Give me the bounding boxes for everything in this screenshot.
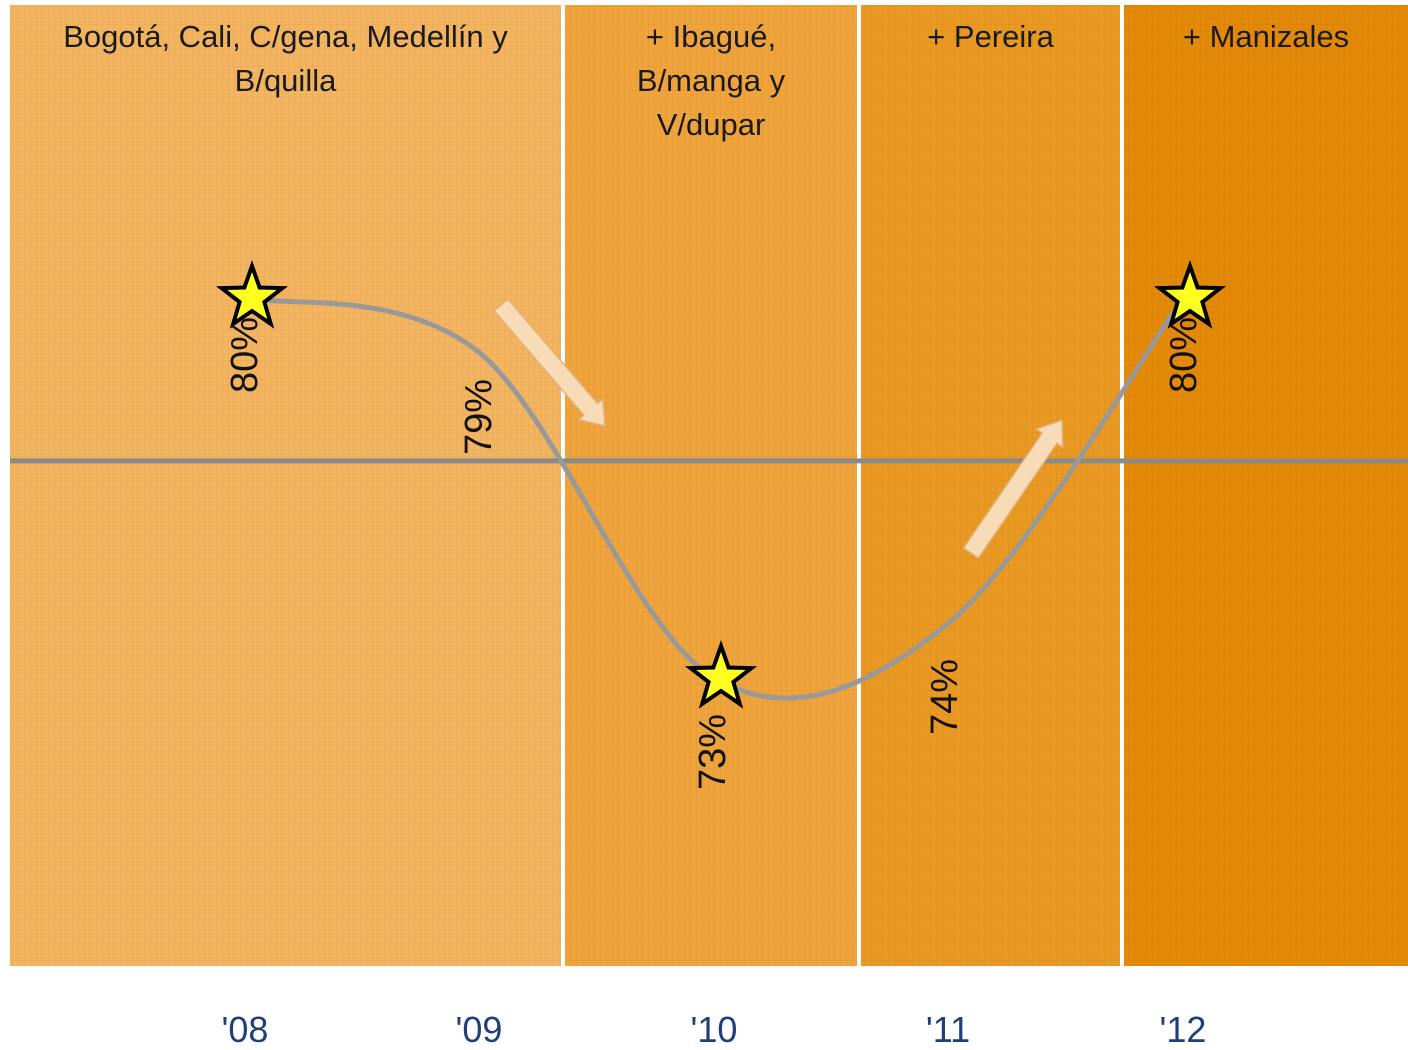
region-label: + Pereira xyxy=(927,19,1054,54)
x-tick-label: '11 xyxy=(926,1009,970,1050)
region-texture xyxy=(861,5,1120,966)
arrows-layer xyxy=(493,298,1064,560)
region-label: + Ibagué, xyxy=(646,19,776,54)
x-tick-label: '08 xyxy=(222,1009,269,1050)
x-axis: '08 '09 '10 '11 '12 xyxy=(222,1009,1207,1050)
star-marker xyxy=(684,639,758,709)
trend-arrow-down xyxy=(493,298,606,427)
region-texture xyxy=(1124,5,1408,966)
trend-arrow-up xyxy=(962,418,1064,560)
regions-layer: Bogotá, Cali, C/gena, Medellín y B/quilla… xyxy=(10,5,1408,966)
star-marker xyxy=(215,259,289,329)
data-label: 73% xyxy=(692,714,734,790)
data-label: 80% xyxy=(1163,317,1205,393)
star-marker xyxy=(1153,259,1227,329)
labels-layer: 80% 79% 73% 74% 80% xyxy=(224,317,1205,790)
x-tick-label: '12 xyxy=(1160,1009,1207,1050)
region-label: V/dupar xyxy=(657,107,766,142)
markers-layer xyxy=(215,259,1227,709)
region-texture xyxy=(10,5,561,966)
data-label: 80% xyxy=(224,317,266,393)
region-texture xyxy=(565,5,857,966)
region-label: Bogotá, Cali, C/gena, Medellín y xyxy=(63,19,508,54)
region-label: + Manizales xyxy=(1183,19,1349,54)
x-tick-label: '10 xyxy=(691,1009,738,1050)
region-label: B/manga y xyxy=(637,63,786,98)
data-label: 74% xyxy=(924,659,966,735)
x-tick-label: '09 xyxy=(456,1009,503,1050)
region-label: B/quilla xyxy=(235,63,337,98)
data-label: 79% xyxy=(458,379,500,455)
